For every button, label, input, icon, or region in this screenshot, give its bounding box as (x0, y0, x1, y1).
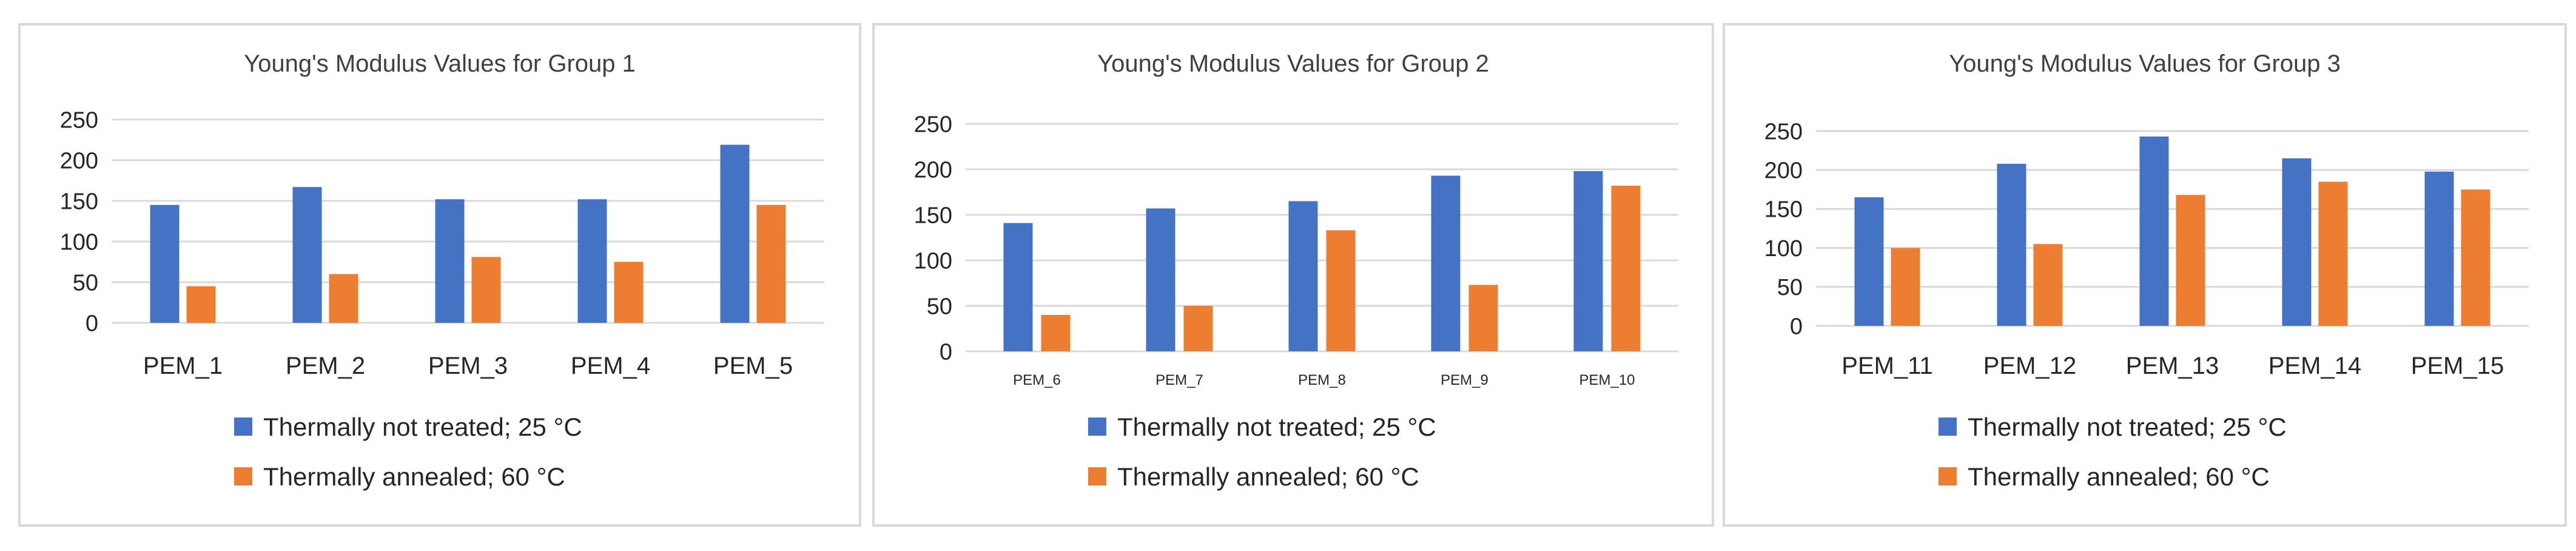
x-tick-label: PEM_10 (1579, 372, 1635, 388)
bar-pem-9-series-1 (1431, 175, 1461, 351)
chart-panel-group-2: Young's Modulus Values for Group 2 0 50 100… (872, 23, 1714, 527)
y-tick-label: 250 (1764, 119, 1803, 144)
bar-pem-9-series-2 (1468, 285, 1498, 351)
bar-pem-7-series-2 (1183, 306, 1213, 351)
x-tick-label: PEM_4 (571, 353, 650, 379)
chart-title: Young's Modulus Values for Group 2 (1097, 50, 1489, 77)
bar-pem-7-series-1 (1146, 208, 1175, 351)
legend-label-series-2: Thermally annealed; 60 °C (1968, 462, 2270, 491)
bar-pem-6-series-1 (1003, 223, 1033, 351)
y-tick-label: 0 (86, 311, 98, 336)
y-tick-label: 100 (60, 229, 98, 255)
bar-pem-4-series-1 (577, 199, 607, 323)
y-tick-label: 0 (940, 339, 952, 365)
bar-pem-13-series-1 (2139, 136, 2169, 326)
y-tick-label: 250 (914, 112, 952, 137)
y-tick-label: 100 (914, 248, 952, 274)
bar-pem-15-series-2 (2461, 189, 2490, 326)
bar-pem-10-series-1 (1573, 171, 1603, 351)
x-tick-label: PEM_5 (713, 353, 793, 379)
x-tick-label: PEM_3 (428, 353, 508, 379)
chart-panel-group-3: Young's Modulus Values for Group 3 0 50 100… (1723, 23, 2567, 527)
x-tick-label: PEM_6 (1013, 372, 1061, 388)
legend-label-series-1: Thermally not treated; 25 °C (1968, 413, 2287, 441)
legend-swatch-series-2 (1939, 467, 1957, 485)
bar-pem-12-series-2 (2033, 244, 2063, 326)
chart-title: Young's Modulus Values for Group 1 (244, 50, 636, 77)
x-tick-label: PEM_14 (2268, 353, 2361, 379)
bar-pem-5-series-1 (720, 144, 750, 323)
y-tick-label: 200 (914, 157, 952, 183)
y-tick-label: 150 (1764, 197, 1803, 223)
legend-swatch-series-1 (234, 417, 252, 436)
chart-svg-group-1: Young's Modulus Values for Group 1 0 50 100… (60, 50, 824, 491)
y-tick-label: 50 (1777, 275, 1803, 300)
bar-pem-14-series-2 (2318, 181, 2348, 326)
bar-pem-8-series-2 (1326, 230, 1356, 351)
y-tick-label: 150 (60, 189, 98, 214)
y-tick-label: 50 (927, 294, 952, 319)
y-tick-label: 100 (1764, 236, 1803, 262)
x-tick-label: PEM_13 (2126, 353, 2219, 379)
chart-svg-group-2: Young's Modulus Values for Group 2 0 50 100… (914, 50, 1678, 491)
x-tick-label: PEM_9 (1441, 372, 1488, 388)
bar-pem-6-series-2 (1041, 315, 1071, 351)
bar-pem-1-series-2 (186, 286, 216, 323)
bar-pem-3-series-2 (471, 257, 501, 323)
x-tick-label: PEM_11 (1841, 353, 1932, 379)
bar-pem-15-series-1 (2424, 171, 2454, 326)
chart-panel-group-1: Young's Modulus Values for Group 1 0 50 100… (18, 23, 861, 527)
bar-pem-2-series-2 (329, 274, 358, 323)
legend-label-series-1: Thermally not treated; 25 °C (263, 413, 582, 441)
x-tick-label: PEM_15 (2411, 353, 2504, 379)
bar-pem-4-series-2 (614, 262, 644, 323)
bar-pem-11-series-1 (1854, 197, 1884, 326)
bar-pem-8-series-1 (1288, 201, 1318, 351)
x-tick-label: PEM_2 (286, 353, 365, 379)
legend-label-series-1: Thermally not treated; 25 °C (1117, 413, 1436, 441)
y-tick-label: 150 (914, 203, 952, 228)
y-tick-label: 200 (60, 148, 98, 174)
chart-title: Young's Modulus Values for Group 3 (1949, 50, 2341, 77)
bar-pem-3-series-1 (435, 199, 465, 323)
x-tick-label: PEM_12 (1983, 353, 2076, 379)
x-tick-label: PEM_7 (1155, 372, 1203, 388)
legend-swatch-series-2 (234, 467, 252, 485)
y-tick-label: 200 (1764, 158, 1803, 184)
bar-pem-10-series-2 (1611, 186, 1641, 351)
bar-pem-5-series-2 (756, 205, 786, 323)
bar-pem-1-series-1 (150, 205, 180, 323)
legend-label-series-2: Thermally annealed; 60 °C (1117, 462, 1419, 491)
y-tick-label: 50 (73, 270, 98, 296)
legend-label-series-2: Thermally annealed; 60 °C (263, 462, 565, 491)
legend-swatch-series-2 (1088, 467, 1106, 485)
legend-swatch-series-1 (1088, 417, 1106, 436)
legend-swatch-series-1 (1939, 417, 1957, 436)
y-tick-label: 0 (1790, 314, 1803, 339)
bar-pem-13-series-2 (2176, 195, 2205, 326)
bar-pem-14-series-1 (2282, 158, 2312, 326)
bar-pem-11-series-2 (1891, 248, 1920, 326)
x-tick-label: PEM_1 (143, 353, 223, 379)
chart-svg-group-3: Young's Modulus Values for Group 3 0 50 100… (1764, 50, 2529, 491)
y-tick-label: 250 (60, 107, 98, 133)
bar-pem-12-series-1 (1997, 163, 2026, 326)
x-tick-label: PEM_8 (1298, 372, 1346, 388)
bar-pem-2-series-1 (292, 187, 322, 323)
